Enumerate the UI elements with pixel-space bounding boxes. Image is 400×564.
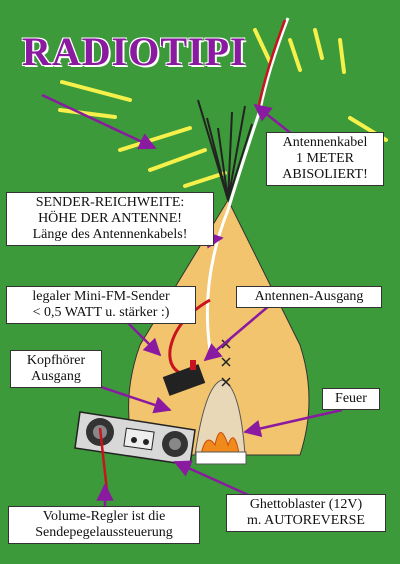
label-headphone-line-1: Kopfhörer <box>26 353 86 368</box>
label-range-line-2: HÖHE DER ANTENNE! <box>38 211 182 226</box>
label-fire-line-1: Feuer <box>335 391 367 406</box>
label-volume-line-1: Volume-Regler ist die <box>42 509 166 524</box>
label-transmitter-line-1: legaler Mini-FM-Sender <box>32 289 170 304</box>
label-headphone: Kopfhörer Ausgang <box>10 350 102 388</box>
label-volume-line-2: Sendepegelaussteuerung <box>35 525 173 540</box>
tipi-poles <box>197 99 253 201</box>
label-antenna-cable-line-2: 1 METER <box>296 151 354 166</box>
label-ghettoblaster-line-2: m. AUTOREVERSE <box>247 513 365 528</box>
tipi-entrance <box>194 379 246 456</box>
ghettoblaster <box>74 411 196 501</box>
label-headphone-line-2: Ausgang <box>31 369 81 384</box>
label-range: SENDER-REICHWEITE: HÖHE DER ANTENNE! Län… <box>6 192 214 246</box>
antenna-cable-red <box>256 19 287 111</box>
label-range-line-1: SENDER-REICHWEITE: <box>35 195 185 210</box>
label-ghettoblaster-line-1: Ghettoblaster (12V) <box>249 497 363 512</box>
label-antenna-cable-line-1: Antennenkabel <box>282 135 368 150</box>
label-transmitter: legaler Mini-FM-Sender < 0,5 WATT u. stä… <box>6 286 196 324</box>
label-antenna-output: Antennen-Ausgang <box>236 286 382 308</box>
label-ghettoblaster: Ghettoblaster (12V) m. AUTOREVERSE <box>226 494 386 532</box>
page-title: RADIOTIPI <box>22 29 247 74</box>
label-antenna-cable-line-3: ABISOLIERT! <box>282 167 368 182</box>
label-antenna-output-line-1: Antennen-Ausgang <box>254 289 364 304</box>
label-volume: Volume-Regler ist die Sendepegelaussteue… <box>8 506 200 544</box>
fire <box>195 432 247 465</box>
label-range-line-3: Länge des Antennenkabels! <box>32 227 188 242</box>
antenna-cable <box>205 17 290 351</box>
transmitter <box>162 360 206 396</box>
label-antenna-cable: Antennenkabel 1 METER ABISOLIERT! <box>266 132 384 186</box>
label-transmitter-line-2: < 0,5 WATT u. stärker :) <box>32 305 170 320</box>
label-fire: Feuer <box>322 388 380 410</box>
